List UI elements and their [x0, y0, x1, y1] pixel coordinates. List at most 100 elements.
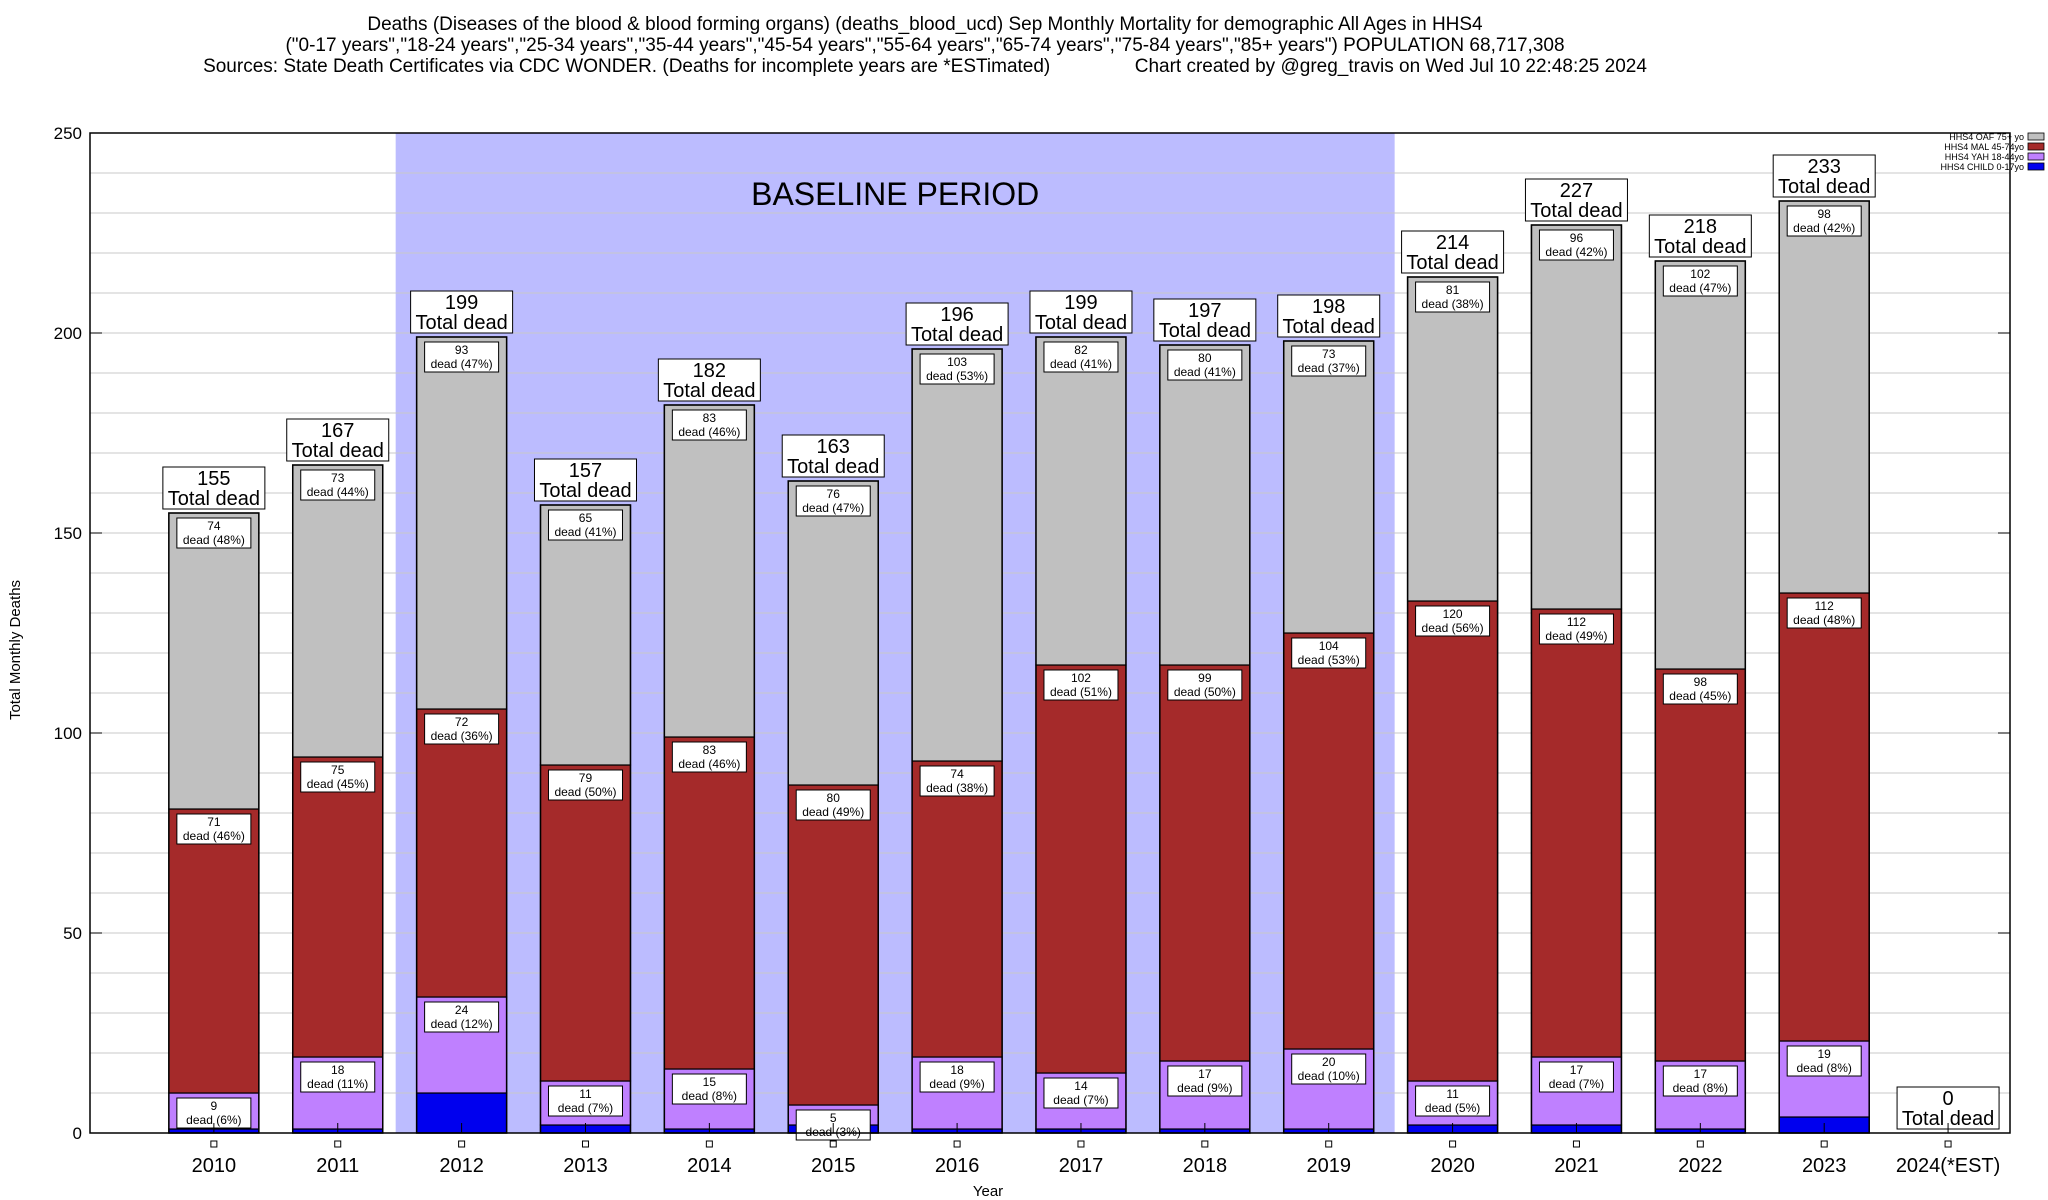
x-tick-label: 2013 [563, 1155, 608, 1177]
data-label-box [1291, 1053, 1367, 1085]
data-label-box [547, 1085, 623, 1117]
legend-swatch [2027, 132, 2045, 141]
y-tick-label: 200 [54, 324, 82, 343]
x-tick-label: 2020 [1430, 1155, 1475, 1177]
x-tick-label: 2014 [687, 1155, 732, 1177]
data-label-box [1167, 349, 1243, 381]
data-label-box [1662, 673, 1738, 705]
x-tick-label: 2023 [1802, 1155, 1847, 1177]
total-label-box [1029, 290, 1133, 334]
total-label-box [1896, 1086, 2000, 1130]
bar-segment [1778, 592, 1870, 1042]
bar-segment [168, 512, 260, 810]
bar-segment [1283, 632, 1375, 1050]
data-label-value: 73 [1322, 347, 1336, 361]
bar-segment [292, 464, 384, 758]
data-label-value: 9 [211, 1099, 218, 1113]
x-tick-label: 2016 [935, 1155, 980, 1177]
data-label-box [919, 353, 995, 385]
data-label-box [1538, 1061, 1614, 1093]
data-label-box [424, 341, 500, 373]
total-label-box [1153, 298, 1257, 342]
x-marker [1325, 1140, 1333, 1148]
bar-segment [168, 808, 260, 1094]
data-label-value: 103 [947, 355, 967, 369]
total-label-box [1648, 214, 1752, 258]
data-label-percent: dead (7%) [1053, 1093, 1108, 1107]
y-tick-label: 150 [54, 524, 82, 543]
data-label-value: 18 [331, 1063, 345, 1077]
data-label-value: 74 [207, 519, 221, 533]
x-marker [210, 1140, 218, 1148]
data-label-box [300, 761, 376, 793]
x-marker [1077, 1140, 1085, 1148]
x-marker [458, 1140, 466, 1148]
total-label-text: Total dead [1902, 1108, 1994, 1130]
data-label-percent: dead (38%) [1422, 297, 1484, 311]
data-label-value: 79 [579, 771, 593, 785]
total-label-value: 214 [1436, 232, 1469, 254]
data-label-value: 17 [1198, 1067, 1212, 1081]
data-label-percent: dead (7%) [558, 1101, 613, 1115]
bar-segment [1406, 276, 1499, 602]
bar-segment [1530, 608, 1623, 1058]
total-label-text: Total dead [1406, 252, 1498, 274]
data-label-value: 11 [579, 1087, 592, 1101]
data-label-percent: dead (8%) [1673, 1081, 1728, 1095]
data-label-box [919, 765, 995, 797]
data-label-value: 65 [579, 511, 593, 525]
x-tick-label: 2010 [192, 1155, 237, 1177]
bar-segment [539, 764, 632, 1082]
total-label-value: 233 [1808, 156, 1841, 178]
data-label-percent: dead (44%) [307, 485, 369, 499]
total-label-box [1524, 178, 1628, 222]
data-label-value: 98 [1694, 675, 1708, 689]
data-label-value: 74 [950, 767, 964, 781]
data-label-percent: dead (8%) [1797, 1061, 1852, 1075]
total-label-value: 155 [197, 468, 230, 490]
data-label-percent: dead (12%) [431, 1017, 493, 1031]
data-label-value: 24 [455, 1003, 469, 1017]
data-label-box [1415, 1085, 1491, 1117]
data-label-percent: dead (10%) [1298, 1069, 1360, 1083]
total-label-box [1401, 230, 1505, 274]
data-label-value: 112 [1567, 615, 1586, 629]
data-label-percent: dead (51%) [1050, 685, 1112, 699]
data-label-percent: dead (53%) [926, 369, 988, 383]
total-label-text: Total dead [1778, 176, 1870, 198]
data-label-value: 73 [331, 471, 345, 485]
bar-segment [416, 708, 508, 998]
data-label-percent: dead (50%) [1174, 685, 1236, 699]
data-label-percent: dead (42%) [1793, 221, 1855, 235]
data-label-value: 102 [1071, 671, 1091, 685]
total-label-text: Total dead [911, 324, 1003, 346]
total-label-text: Total dead [1283, 316, 1375, 338]
bar-segment [1530, 224, 1623, 610]
x-marker [1201, 1140, 1209, 1148]
data-label-box [547, 769, 623, 801]
plot-frame [89, 132, 2011, 1134]
total-label-value: 218 [1684, 216, 1717, 238]
total-label-value: 196 [940, 304, 973, 326]
data-label-value: 19 [1818, 1047, 1832, 1061]
data-label-value: 112 [1815, 599, 1834, 613]
data-label-percent: dead (47%) [802, 501, 864, 515]
data-label-percent: dead (8%) [682, 1089, 737, 1103]
data-label-percent: dead (46%) [183, 829, 245, 843]
total-label-text: Total dead [292, 440, 384, 462]
x-marker [953, 1140, 961, 1148]
bar-segment [1159, 664, 1251, 1062]
data-label-value: 104 [1319, 639, 1339, 653]
data-label-value: 98 [1818, 207, 1832, 221]
data-label-percent: dead (56%) [1422, 621, 1484, 635]
x-marker [1696, 1140, 1704, 1148]
bar-segment [1778, 200, 1870, 594]
data-label-box [547, 509, 623, 541]
total-label-value: 197 [1188, 300, 1221, 322]
title-line-2: ("0-17 years","18-24 years","25-34 years… [285, 35, 1564, 56]
x-tick-label: 2022 [1678, 1155, 1723, 1177]
data-label-box [919, 1061, 995, 1093]
data-label-value: 102 [1690, 267, 1710, 281]
x-tick-label: 2015 [811, 1155, 856, 1177]
